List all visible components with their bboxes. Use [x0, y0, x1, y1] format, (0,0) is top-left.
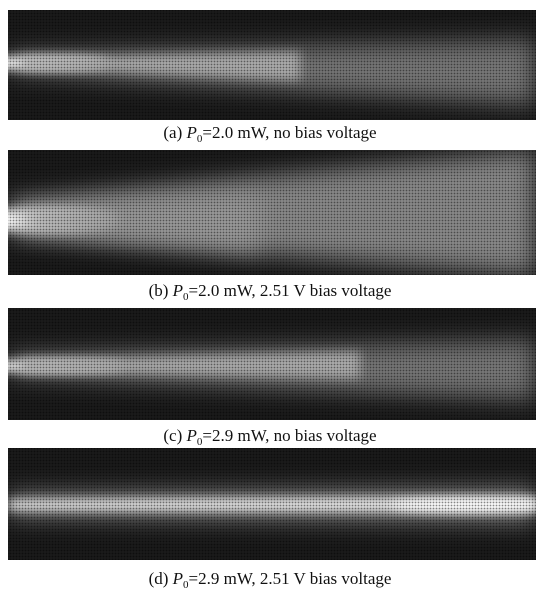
caption-label: (b)	[149, 281, 173, 300]
caption-symbol: P	[186, 123, 197, 142]
beam-image	[0, 308, 536, 420]
caption-label: (d)	[149, 569, 173, 588]
caption: (c) P0=2.9 mW, no bias voltage	[163, 426, 376, 448]
caption-label: (c)	[163, 426, 186, 445]
caption-text: =2.0 mW, 2.51 V bias voltage	[189, 281, 392, 300]
caption: (d) P0=2.9 mW, 2.51 V bias voltage	[149, 569, 392, 591]
beam-image	[0, 10, 536, 120]
caption-symbol: P	[172, 569, 183, 588]
caption: (a) P0=2.0 mW, no bias voltage	[163, 123, 376, 145]
caption-text: =2.9 mW, no bias voltage	[202, 426, 376, 445]
caption-symbol: P	[186, 426, 197, 445]
beam-image	[0, 150, 536, 275]
caption-symbol: P	[172, 281, 183, 300]
caption: (b) P0=2.0 mW, 2.51 V bias voltage	[149, 281, 392, 303]
caption-label: (a)	[163, 123, 186, 142]
caption-text: =2.0 mW, no bias voltage	[202, 123, 376, 142]
figure: (a) P0=2.0 mW, no bias voltage (b) P0=2.…	[0, 0, 536, 601]
caption-text: =2.9 mW, 2.51 V bias voltage	[189, 569, 392, 588]
beam-image	[8, 448, 536, 560]
